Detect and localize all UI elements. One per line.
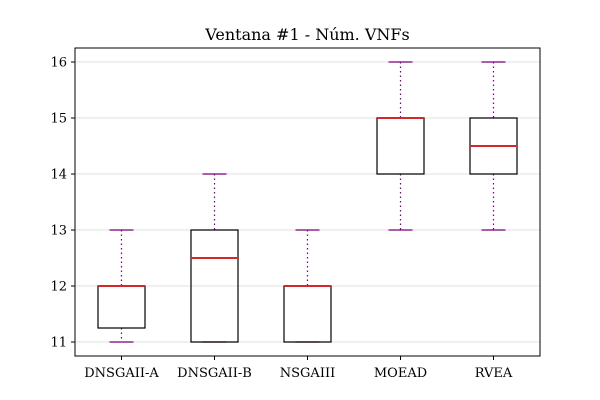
box-body	[97, 285, 146, 329]
x-tick-label: DNSGAII-B	[177, 366, 252, 381]
boxes	[97, 61, 518, 343]
x-tick-label: NSGAIII	[280, 366, 335, 381]
box-body	[376, 117, 425, 175]
x-tick-label: MOEAD	[374, 366, 427, 381]
box-body	[190, 229, 239, 343]
box-moead	[376, 61, 425, 231]
y-tick-label: 14	[50, 168, 67, 183]
x-tick-label: DNSGAII-A	[84, 366, 159, 381]
axes: 11 12 13 14 15 16 DNSGAII-A DNSGAII-B NSGAIII MOE…	[50, 56, 512, 382]
box-body	[283, 285, 332, 343]
y-tick-label: 11	[50, 336, 67, 351]
box-rvea	[469, 61, 518, 231]
box-nsgaiii	[283, 229, 332, 343]
x-tick-label: RVEA	[475, 366, 513, 381]
y-tick-label: 13	[50, 224, 67, 239]
box-dnsgaii-a	[97, 229, 146, 343]
y-tick-label: 16	[50, 56, 67, 71]
box-dnsgaii-b	[190, 173, 239, 343]
y-tick-label: 15	[50, 112, 67, 127]
chart-title: Ventana #1 - Núm. VNFs	[204, 25, 409, 44]
y-tick-label: 12	[50, 280, 67, 295]
